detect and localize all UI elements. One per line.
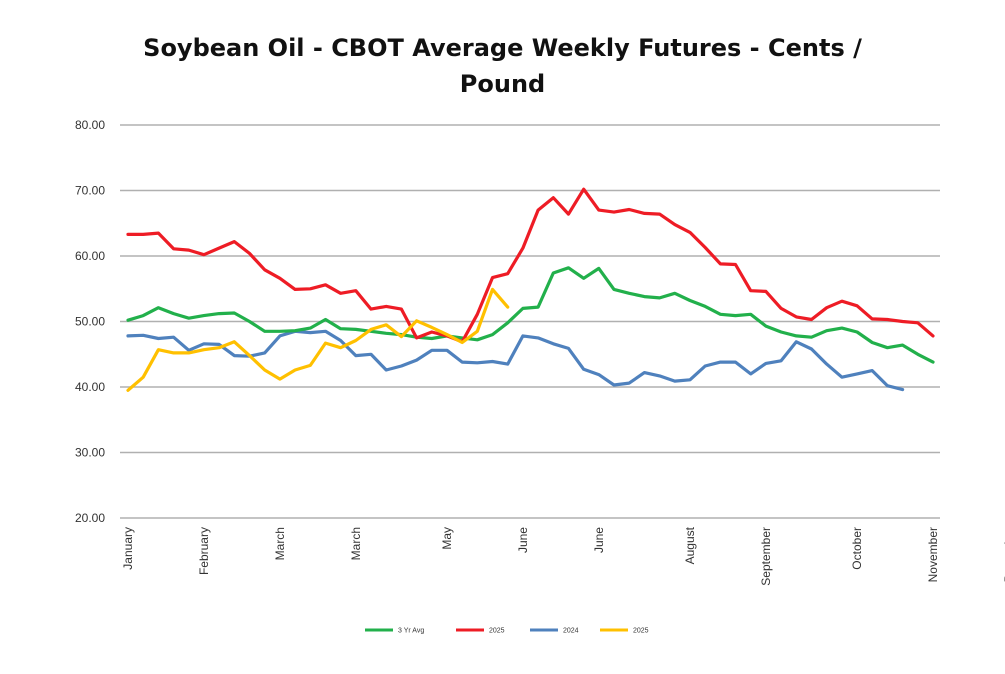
x-tick-label: May	[440, 527, 454, 550]
y-tick-label: 30.00	[75, 446, 105, 460]
y-tick-label: 20.00	[75, 511, 105, 525]
y-tick-label: 80.00	[75, 118, 105, 132]
chart-title-line-1: Soybean Oil - CBOT Average Weekly Future…	[143, 34, 862, 62]
series-lines	[126, 187, 935, 392]
x-tick-label: September	[759, 527, 773, 586]
legend: 3 Yr Avg 2025 2024 2025	[365, 628, 649, 635]
series-line-2	[126, 329, 905, 392]
chart-title: Soybean Oil - CBOT Average Weekly Future…	[0, 30, 1005, 102]
chart-title-line-2: Pound	[459, 70, 546, 98]
legend-label: 2025	[489, 628, 505, 635]
y-axis-ticks: 20.00 30.00 40.00 50.00 60.00 70.00 80.00	[75, 118, 105, 525]
series-line-1	[126, 187, 935, 344]
y-tick-label: 40.00	[75, 380, 105, 394]
series-line-0	[126, 266, 935, 364]
x-tick-label: June	[592, 527, 606, 553]
x-tick-label: January	[121, 527, 135, 570]
x-tick-label: March	[349, 527, 363, 560]
x-tick-label: August	[683, 526, 697, 564]
legend-label: 2025	[633, 628, 649, 635]
x-tick-label: December	[1002, 527, 1005, 582]
y-tick-label: 50.00	[75, 315, 105, 329]
legend-label: 2024	[563, 628, 579, 635]
x-tick-label: June	[516, 527, 530, 553]
legend-label: 3 Yr Avg	[398, 628, 424, 635]
x-tick-label: March	[273, 527, 287, 560]
x-tick-label: October	[850, 527, 864, 570]
x-axis-ticks: January February March March May June June Augu…	[121, 526, 1005, 585]
x-tick-label: February	[197, 527, 211, 575]
gridlines	[120, 124, 940, 519]
series-line-3	[126, 287, 510, 392]
y-tick-label: 60.00	[75, 249, 105, 263]
x-tick-label: November	[926, 527, 940, 582]
y-tick-label: 70.00	[75, 184, 105, 198]
